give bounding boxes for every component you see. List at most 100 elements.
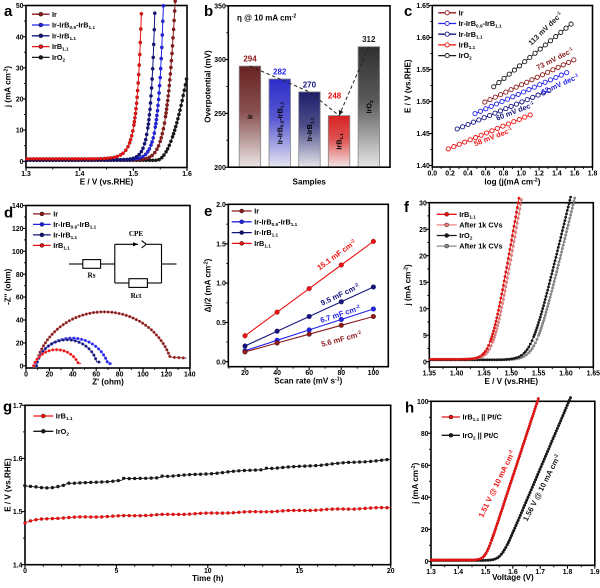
svg-text:80: 80 xyxy=(421,431,429,438)
svg-text:1.0: 1.0 xyxy=(517,171,527,178)
svg-text:j (mA cm-2): j (mA cm-2) xyxy=(411,462,420,505)
svg-text:g: g xyxy=(3,399,12,416)
svg-text:f: f xyxy=(404,199,410,216)
svg-text:e: e xyxy=(204,203,212,220)
svg-text:1.50: 1.50 xyxy=(416,99,430,106)
svg-text:350: 350 xyxy=(214,3,226,10)
svg-text:0.4: 0.4 xyxy=(463,171,473,178)
svg-text:Ir-IrB1.1: Ir-IrB1.1 xyxy=(52,31,76,41)
svg-text:120: 120 xyxy=(12,226,24,233)
svg-text:1.4: 1.4 xyxy=(13,562,23,569)
svg-text:IrO2: IrO2 xyxy=(52,53,66,63)
svg-text:Ir: Ir xyxy=(246,114,255,119)
svg-text:a: a xyxy=(4,3,13,20)
svg-text:15.1 mF cm-2: 15.1 mF cm-2 xyxy=(315,238,358,272)
svg-text:E / V (vs.RHE): E / V (vs.RHE) xyxy=(404,59,413,113)
svg-text:1.5: 1.5 xyxy=(216,241,226,248)
svg-text:20: 20 xyxy=(46,372,54,379)
svg-text:E / V (vs.RHE): E / V (vs.RHE) xyxy=(4,458,13,512)
svg-text:After 1k CVs: After 1k CVs xyxy=(459,242,502,251)
svg-text:1.60: 1.60 xyxy=(559,371,573,378)
svg-text:0.0: 0.0 xyxy=(216,359,226,366)
svg-text:Ir: Ir xyxy=(459,8,464,17)
svg-text:140: 140 xyxy=(12,203,24,210)
svg-text:Rs: Rs xyxy=(88,272,96,280)
svg-text:120: 120 xyxy=(161,372,173,379)
svg-text:0.6: 0.6 xyxy=(481,171,491,178)
svg-text:5: 5 xyxy=(114,568,118,575)
svg-text:log (j(mA cm-2): log (j(mA cm-2) xyxy=(484,177,540,186)
svg-text:η @ 10 mA cm-2: η @ 10 mA cm-2 xyxy=(237,14,296,23)
svg-text:IrO2: IrO2 xyxy=(56,427,70,437)
svg-text:1.8: 1.8 xyxy=(563,569,573,576)
svg-text:E / V (vs.RHE): E / V (vs.RHE) xyxy=(485,377,539,386)
svg-text:Ir-IrB1.1: Ir-IrB1.1 xyxy=(254,228,278,238)
svg-text:270: 270 xyxy=(303,80,317,89)
svg-text:0: 0 xyxy=(20,363,24,370)
svg-text:Ir: Ir xyxy=(53,210,58,219)
svg-text:Time (h): Time (h) xyxy=(192,574,224,583)
svg-text:0.8: 0.8 xyxy=(499,171,509,178)
svg-text:Ir-IrB1.1: Ir-IrB1.1 xyxy=(459,30,483,40)
svg-text:20: 20 xyxy=(16,97,24,104)
svg-text:100: 100 xyxy=(137,372,149,379)
svg-text:Ir-IrB0.9-IrB1.1: Ir-IrB0.9-IrB1.1 xyxy=(52,21,95,31)
svg-text:IrB1.1: IrB1.1 xyxy=(459,210,476,220)
svg-text:5: 5 xyxy=(423,333,427,340)
svg-text:1.5: 1.5 xyxy=(481,569,491,576)
svg-text:282: 282 xyxy=(273,68,287,77)
svg-text:20: 20 xyxy=(421,527,429,534)
svg-text:200: 200 xyxy=(214,165,226,172)
svg-text:0: 0 xyxy=(425,559,429,566)
svg-text:1.5: 1.5 xyxy=(129,171,139,178)
svg-text:20: 20 xyxy=(419,253,427,260)
svg-text:Ir-IrB0.9-IrB1.1: Ir-IrB0.9-IrB1.1 xyxy=(459,19,502,29)
svg-text:58 mV dec-1: 58 mV dec-1 xyxy=(473,125,514,148)
svg-text:j (mA cm-2): j (mA cm-2) xyxy=(4,66,13,109)
svg-text:Z' (ohm): Z' (ohm) xyxy=(92,378,124,387)
svg-text:Ir: Ir xyxy=(254,207,259,216)
svg-text:1.4: 1.4 xyxy=(454,569,464,576)
svg-text:10: 10 xyxy=(204,568,212,575)
svg-text:40: 40 xyxy=(16,34,24,41)
svg-text:1.2: 1.2 xyxy=(534,171,544,178)
svg-text:0.2: 0.2 xyxy=(445,171,455,178)
svg-text:IrB1.1: IrB1.1 xyxy=(459,41,476,51)
svg-text:0.5: 0.5 xyxy=(216,320,226,327)
svg-text:20: 20 xyxy=(241,370,249,377)
svg-text:1.45: 1.45 xyxy=(477,371,491,378)
svg-text:50: 50 xyxy=(16,3,24,10)
svg-text:IrO2: IrO2 xyxy=(364,100,373,113)
svg-text:1.6: 1.6 xyxy=(13,456,23,463)
svg-text:Scan rate (mV s-1): Scan rate (mV s-1) xyxy=(274,376,342,385)
svg-text:IrO2: IrO2 xyxy=(459,51,473,61)
svg-text:1.50: 1.50 xyxy=(505,371,519,378)
svg-text:80: 80 xyxy=(16,272,24,279)
svg-text:40: 40 xyxy=(69,372,77,379)
svg-text:80: 80 xyxy=(116,372,124,379)
svg-text:1.0: 1.0 xyxy=(216,281,226,288)
svg-text:100: 100 xyxy=(368,370,380,377)
svg-text:25: 25 xyxy=(419,227,427,234)
svg-text:60: 60 xyxy=(421,463,429,470)
svg-text:5.6 mF cm-2: 5.6 mF cm-2 xyxy=(320,329,363,349)
svg-text:100: 100 xyxy=(12,249,24,256)
svg-text:294: 294 xyxy=(243,55,257,64)
svg-text:1.35: 1.35 xyxy=(423,371,437,378)
svg-text:100: 100 xyxy=(417,399,429,406)
svg-text:Δj/2 (mA cm-2): Δj/2 (mA cm-2) xyxy=(204,258,213,312)
svg-text:Ir-IrB0.9-IrB1.1: Ir-IrB0.9-IrB1.1 xyxy=(275,101,284,144)
svg-text:j (mA cm-2): j (mA cm-2) xyxy=(404,264,413,307)
svg-text:1.4: 1.4 xyxy=(552,171,562,178)
svg-text:Samples: Samples xyxy=(293,177,327,186)
svg-text:1.6: 1.6 xyxy=(570,171,580,178)
svg-text:0.0: 0.0 xyxy=(428,171,438,178)
svg-text:IrO2: IrO2 xyxy=(459,231,473,241)
svg-text:60: 60 xyxy=(92,372,100,379)
svg-text:250: 250 xyxy=(214,111,226,118)
svg-text:IrB1.1: IrB1.1 xyxy=(56,412,73,422)
svg-text:Overpotential (mV): Overpotential (mV) xyxy=(204,50,213,123)
svg-text:d: d xyxy=(4,205,13,222)
svg-text:1.40: 1.40 xyxy=(416,163,430,170)
svg-text:Ir-IrB1.1: Ir-IrB1.1 xyxy=(305,117,314,141)
